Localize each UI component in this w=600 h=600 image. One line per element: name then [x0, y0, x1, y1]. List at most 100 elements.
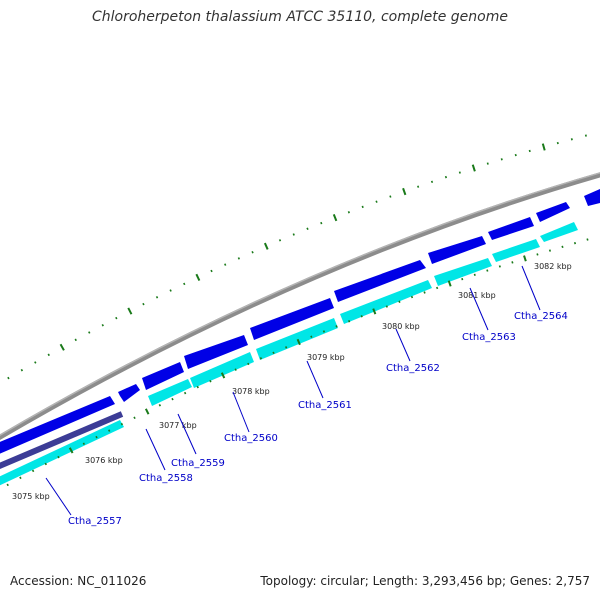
map-title: Chloroherpeton thalassium ATCC 35110, co… — [92, 9, 508, 25]
reverse-cds[interactable] — [540, 222, 578, 242]
ruler-label-3078: 3078 kbp — [232, 387, 270, 396]
reverse-cds[interactable] — [148, 379, 192, 406]
tick-mark — [133, 416, 136, 420]
forward-cds[interactable] — [334, 260, 426, 302]
tick-mark — [251, 251, 254, 254]
ruler-label-3079: 3079 kbp — [307, 353, 345, 362]
outer-tick-ring — [7, 134, 587, 380]
tick-mark — [171, 397, 174, 401]
tick-mark — [278, 239, 282, 242]
tick-mark — [127, 307, 133, 315]
tick-mark — [101, 323, 104, 327]
tick-mark — [68, 447, 74, 454]
tick-mark — [155, 296, 159, 299]
tick-mark — [375, 200, 378, 203]
tick-mark — [511, 261, 514, 264]
tick-mark — [47, 353, 50, 357]
tick-mark — [498, 265, 501, 268]
tick-mark — [234, 368, 237, 371]
reverse-cds[interactable] — [340, 280, 432, 324]
gene-leader-lines — [45, 265, 541, 516]
tick-mark — [360, 315, 363, 318]
tick-mark — [44, 462, 47, 466]
tick-mark — [385, 305, 388, 308]
forward-cds[interactable] — [584, 189, 600, 206]
gene-label-ctha-2558[interactable]: Ctha_2558 — [139, 473, 193, 484]
ruler-label-3076: 3076 kbp — [85, 456, 123, 465]
tick-mark — [34, 361, 37, 364]
tick-mark — [471, 164, 476, 172]
tick-mark — [332, 214, 338, 222]
gene-label-ctha-2563[interactable]: Ctha_2563 — [462, 332, 516, 343]
reverse-cds[interactable] — [190, 352, 254, 388]
tick-mark — [292, 233, 295, 236]
tick-mark — [335, 325, 338, 328]
tick-mark — [57, 455, 60, 459]
tick-mark — [486, 269, 489, 272]
tick-mark — [142, 302, 145, 306]
forward-cds[interactable] — [536, 202, 570, 222]
tick-mark — [389, 195, 392, 198]
tick-mark — [570, 138, 573, 141]
accession-text: Accession: NC_011026 — [10, 574, 147, 588]
tick-mark — [486, 162, 489, 165]
forward-cds[interactable] — [488, 217, 534, 240]
backbone-highlight — [0, 172, 600, 437]
tick-mark — [458, 171, 461, 174]
gene-label-ctha-2562[interactable]: Ctha_2562 — [386, 363, 440, 374]
gene-label-ctha-2560[interactable]: Ctha_2560 — [224, 433, 278, 444]
gene-strip — [0, 411, 124, 469]
tick-mark — [348, 320, 351, 323]
tick-mark — [461, 277, 464, 281]
forward-cds[interactable] — [142, 362, 184, 390]
gene-label-ctha-2561[interactable]: Ctha_2561 — [298, 400, 352, 411]
reverse-cds[interactable] — [256, 318, 338, 360]
tick-mark — [88, 331, 91, 334]
forward-cds[interactable] — [250, 298, 334, 340]
forward-cds[interactable] — [184, 335, 248, 369]
reverse-cds[interactable] — [492, 239, 540, 262]
tick-mark — [115, 316, 118, 320]
tick-mark — [82, 442, 86, 445]
tick-mark — [514, 153, 517, 157]
tick-mark — [473, 273, 476, 277]
tick-mark — [74, 338, 77, 342]
tick-mark — [430, 180, 434, 184]
tick-mark — [423, 291, 426, 294]
reverse-cds[interactable] — [0, 420, 124, 490]
leader-line — [306, 360, 324, 399]
tick-mark — [285, 346, 288, 349]
tick-mark — [209, 379, 212, 383]
tick-mark — [158, 404, 161, 407]
tick-mark — [573, 241, 577, 245]
ruler-label-3077: 3077 kbp — [159, 421, 197, 430]
tick-mark — [237, 257, 241, 260]
reverse-cds-track — [0, 222, 578, 490]
tick-mark — [322, 330, 326, 333]
tick-mark — [59, 343, 65, 351]
tick-mark — [541, 143, 546, 151]
tick-mark — [19, 476, 22, 480]
tick-mark — [224, 263, 227, 266]
tick-mark — [120, 422, 124, 426]
gene-label-ctha-2557[interactable]: Ctha_2557 — [68, 516, 122, 527]
gene-label-ctha-2564[interactable]: Ctha_2564 — [514, 311, 568, 322]
tick-mark — [296, 338, 301, 346]
genome-summary-text: Topology: circular; Length: 3,293,456 bp… — [260, 574, 590, 588]
tick-mark — [20, 368, 24, 372]
tick-mark — [183, 282, 186, 286]
leader-line — [469, 287, 489, 331]
tick-mark — [210, 269, 213, 273]
leader-line — [45, 477, 72, 516]
ruler-label-3081: 3081 kbp — [458, 291, 496, 300]
gene-label-ctha-2559[interactable]: Ctha_2559 — [171, 458, 225, 469]
tick-mark — [410, 295, 414, 299]
tick-mark — [548, 249, 552, 252]
backbone-ring — [0, 172, 600, 441]
reverse-cds[interactable] — [434, 258, 492, 286]
leader-line — [145, 428, 166, 471]
forward-cds[interactable] — [118, 384, 140, 402]
leader-line — [232, 391, 250, 433]
forward-cds[interactable] — [428, 236, 486, 264]
forward-cds[interactable] — [0, 396, 115, 458]
